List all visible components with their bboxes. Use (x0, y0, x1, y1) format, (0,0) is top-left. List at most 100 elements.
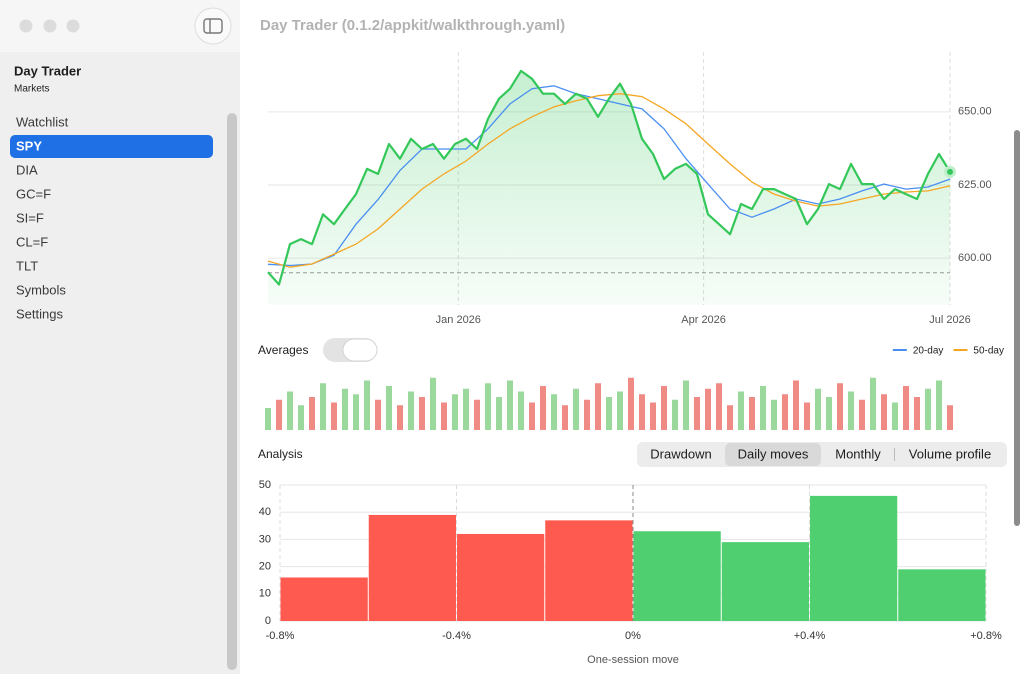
toggle-icon (203, 18, 223, 34)
moving-average-line (267, 85, 951, 267)
volume-bar (914, 397, 920, 430)
volume-bar (859, 399, 865, 430)
volume-bar (771, 399, 777, 430)
volume-bar (518, 391, 524, 430)
x-tick-label: +0.4% (794, 630, 826, 642)
selected-tab (725, 443, 821, 466)
volume-bar (397, 405, 403, 430)
volume-bar (375, 399, 381, 430)
price-line (267, 69, 951, 286)
histogram-bar (280, 577, 368, 621)
sidebar-item[interactable]: SPY (16, 138, 42, 153)
x-tick-label: Apr 2026 (681, 314, 726, 326)
averages-toggle[interactable] (323, 338, 378, 362)
volume-bar (881, 394, 887, 430)
sidebar-item[interactable]: Settings (16, 306, 63, 321)
volume-bar (298, 405, 304, 430)
volume-bar (650, 402, 656, 430)
volume-bar (848, 391, 854, 430)
selected-item (10, 135, 213, 158)
zoom-button[interactable] (66, 19, 80, 33)
volume-bar (892, 402, 898, 430)
volume-bar (331, 402, 337, 430)
histogram-bar (633, 531, 721, 621)
x-tick-label: -0.4% (442, 630, 471, 642)
volume-bar (353, 394, 359, 430)
volume-bar (606, 397, 612, 430)
volume-bar (386, 386, 392, 430)
minimize-button[interactable] (43, 19, 57, 33)
volume-bar (309, 397, 315, 430)
sidebar-item[interactable]: SI=F (16, 210, 44, 225)
y-tick-label: 20 (259, 561, 271, 573)
sidebar-item[interactable]: Symbols (16, 282, 66, 297)
volume-bar (562, 405, 568, 430)
tab-label[interactable]: Monthly (835, 446, 881, 461)
histogram-bar (721, 542, 809, 621)
tab-label[interactable]: Drawdown (650, 446, 711, 461)
volume-bar (276, 399, 282, 430)
moving-average-line (267, 93, 951, 268)
sidebar-item[interactable]: CL=F (16, 234, 48, 249)
sidebar-item[interactable]: TLT (16, 258, 38, 273)
sidebar-toggle[interactable] (194, 7, 232, 45)
tab-label[interactable]: Volume profile (909, 446, 991, 461)
volume-bar (826, 397, 832, 430)
volume-bar (474, 399, 480, 430)
sidebar-item[interactable]: GC=F (16, 186, 51, 201)
legend-label: 50-day (973, 346, 1004, 357)
volume-bar (936, 380, 942, 430)
volume-bar (419, 397, 425, 430)
volume-bar (573, 388, 579, 430)
analysis-title: Analysis (258, 447, 303, 461)
volume-bar (727, 405, 733, 430)
x-tick-label: 0% (625, 630, 641, 642)
volume-bar (617, 391, 623, 430)
y-tick-label: 10 (259, 588, 271, 600)
histogram-bar (368, 514, 456, 621)
sidebar-item[interactable]: DIA (16, 162, 38, 177)
y-tick-label: 650.00 (958, 106, 992, 118)
volume-bar (628, 377, 634, 430)
volume-bar (452, 394, 458, 430)
volume-bar (529, 402, 535, 430)
volume-bar (749, 397, 755, 430)
volume-bar (793, 380, 799, 430)
window-title: Day Trader (0.1.2/appkit/walkthrough.yam… (260, 17, 565, 34)
volume-bar (463, 388, 469, 430)
sidebar-scrollbar[interactable] (227, 113, 237, 670)
toggle-circle[interactable] (194, 7, 232, 45)
volume-bar (870, 377, 876, 430)
x-tick-label: Jan 2026 (436, 314, 481, 326)
histogram-bar (810, 495, 898, 621)
volume-bar (705, 388, 711, 430)
volume-bar (639, 394, 645, 430)
tab-label[interactable]: Daily moves (738, 446, 809, 461)
averages-label: Averages (258, 343, 308, 357)
sidebar-item[interactable]: Watchlist (16, 114, 69, 129)
volume-bar (683, 380, 689, 430)
volume-bar (661, 386, 667, 430)
y-tick-label: 30 (259, 533, 271, 545)
histogram-bar (457, 533, 545, 621)
y-tick-label: 40 (259, 506, 271, 518)
volume-bar (804, 402, 810, 430)
x-tick-label: +0.8% (970, 630, 1002, 642)
volume-bar (320, 383, 326, 430)
x-axis-label: One-session move (587, 654, 679, 666)
volume-bar (584, 399, 590, 430)
volume-bar (837, 383, 843, 430)
volume-bar (760, 386, 766, 430)
volume-bar (716, 383, 722, 430)
volume-bar (507, 380, 513, 430)
volume-bar (364, 380, 370, 430)
volume-bar (672, 399, 678, 430)
close-button[interactable] (19, 19, 33, 33)
app-title: Day Trader (14, 63, 81, 78)
main-scrollbar[interactable] (1014, 130, 1020, 526)
volume-bar (551, 394, 557, 430)
toggle-knob[interactable] (342, 338, 378, 362)
volume-bar (342, 388, 348, 430)
